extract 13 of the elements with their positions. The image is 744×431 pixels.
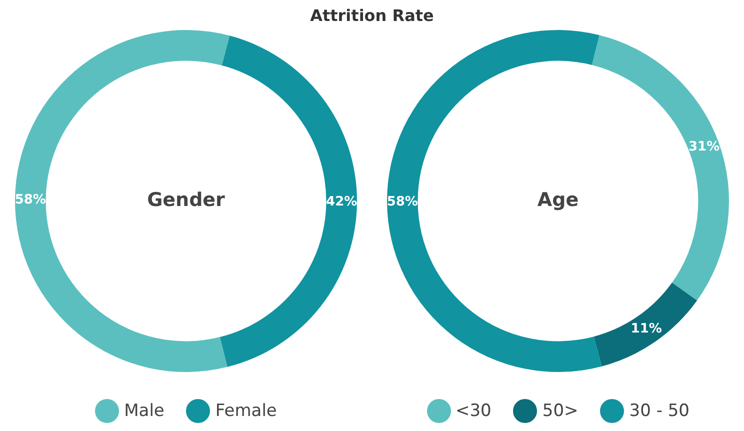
- legend-label: Male: [124, 401, 164, 421]
- legend-label: 50>: [542, 401, 578, 421]
- data-label: 31%: [688, 140, 720, 155]
- chart-title: Attrition Rate: [309, 6, 435, 25]
- legend-label: <30: [456, 401, 492, 421]
- legend-label: Female: [215, 401, 277, 421]
- text: Gender: [147, 188, 226, 211]
- legend-label: 30 - 50: [629, 401, 690, 421]
- data-label: 11%: [630, 321, 662, 336]
- data-label: 42%: [326, 194, 358, 210]
- data-label: 58%: [386, 194, 418, 210]
- text: Age: [537, 188, 579, 211]
- data-label: 58%: [14, 192, 46, 208]
